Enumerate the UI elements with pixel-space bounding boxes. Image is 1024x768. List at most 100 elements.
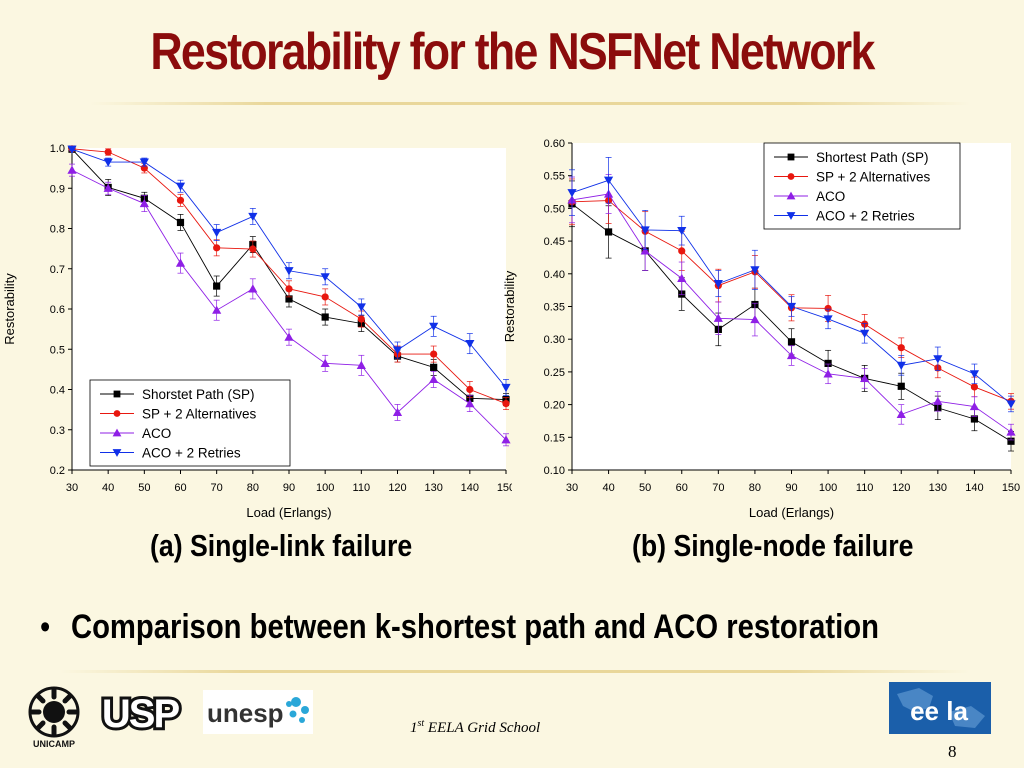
- data-point: [501, 383, 511, 393]
- data-point: [321, 313, 329, 321]
- chart-single-link: 30 40 50 60 70 80 90 100 110 120 130 140 150 0.2 0.3 0.…: [2, 143, 512, 520]
- legend-label: ACO + 2 Retries: [816, 209, 915, 224]
- bullet-dot-icon: •: [40, 608, 51, 646]
- series-2: [67, 163, 511, 447]
- data-point: [212, 305, 222, 314]
- legend-swatch-marker: [787, 153, 795, 161]
- y-tick-label: 0.55: [544, 171, 565, 183]
- x-tick-label: 100: [819, 482, 837, 494]
- data-point: [933, 355, 943, 364]
- data-point: [176, 218, 185, 227]
- data-point: [284, 267, 294, 276]
- y-tick-label: 0.20: [544, 400, 565, 412]
- data-point: [677, 273, 687, 282]
- data-point: [786, 350, 797, 360]
- data-point: [896, 409, 906, 419]
- data-point: [640, 226, 650, 235]
- x-tick-label: 120: [388, 482, 406, 494]
- data-point: [603, 176, 614, 185]
- x-tick-label: 40: [602, 482, 614, 494]
- x-tick-label: 120: [892, 482, 910, 494]
- unesp-logo-text: unesp: [207, 698, 284, 728]
- data-point: [285, 295, 293, 303]
- data-point: [824, 359, 832, 367]
- y-tick-label: 0.10: [544, 465, 565, 477]
- data-point: [465, 340, 475, 349]
- legend-label: Shortest Path (SP): [816, 150, 929, 165]
- data-point: [284, 332, 294, 341]
- legend-label: Shorstet Path (SP): [142, 387, 255, 402]
- bullet-text: Comparison between k-shortest path and A…: [70, 608, 879, 646]
- data-point: [139, 198, 149, 208]
- footer-text: 1st EELA Grid School: [410, 718, 540, 737]
- data-point: [713, 313, 723, 322]
- y-tick-label: 0.3: [50, 425, 65, 437]
- data-point: [970, 415, 979, 423]
- legend: Shorstet Path (SP) SP + 2 Alternatives ACO…: [89, 379, 291, 467]
- data-point: [176, 196, 185, 204]
- chart-a-plot: 30 40 50 60 70 80 90 100 110 120 130 140 150 0.2 0.3 0.…: [2, 143, 512, 520]
- y-tick-label: 0.50: [544, 203, 565, 215]
- data-point: [678, 247, 686, 255]
- data-point: [860, 373, 870, 383]
- data-point: [248, 212, 258, 222]
- data-point: [67, 145, 77, 154]
- data-point: [103, 183, 113, 192]
- chart-single-node: 30 40 50 60 70 80 90 100 110 120 130 140 150 0.10 0.15…: [502, 138, 1020, 520]
- x-axis-label: Load (Erlangs): [749, 505, 834, 520]
- slide-title: Restorability for the NSFNet Network: [150, 23, 875, 81]
- data-point: [285, 285, 293, 293]
- caption-single-link: (a) Single-link failure: [150, 528, 413, 563]
- data-point: [969, 370, 980, 379]
- unicamp-logo-text: UNICAMP: [33, 739, 75, 749]
- x-tick-label: 110: [353, 482, 371, 494]
- data-point: [567, 189, 577, 198]
- data-point: [823, 315, 833, 324]
- bullet-item: • Comparison between k-shortest path and …: [40, 608, 879, 647]
- x-tick-label: 80: [749, 482, 761, 494]
- y-tick-label: 0.9: [50, 183, 65, 195]
- x-tick-label: 60: [174, 482, 186, 494]
- data-point: [465, 398, 475, 408]
- y-tick-label: 0.35: [544, 302, 565, 314]
- data-point: [1006, 400, 1016, 409]
- data-point: [466, 385, 474, 394]
- legend-swatch-marker: [112, 428, 122, 437]
- y-tick-label: 0.8: [50, 224, 65, 236]
- chart-b-plot: 30 40 50 60 70 80 90 100 110 120 130 140 150 0.10 0.15…: [502, 138, 1020, 520]
- data-point: [823, 369, 833, 378]
- data-point: [969, 401, 980, 411]
- x-tick-label: 30: [66, 482, 78, 494]
- footer-pre: 1: [410, 720, 418, 736]
- y-tick-label: 0.30: [544, 334, 565, 346]
- legend-swatch-marker: [787, 173, 795, 180]
- y-tick-label: 0.60: [544, 138, 565, 150]
- data-point: [860, 329, 870, 338]
- eela-logo-text: ee la: [910, 696, 968, 726]
- footer-post: EELA Grid School: [424, 720, 541, 736]
- x-tick-label: 30: [566, 482, 578, 494]
- title-divider: [90, 102, 970, 105]
- data-point: [139, 158, 149, 167]
- x-tick-label: 90: [283, 482, 295, 494]
- usp-logo-text: USP: [102, 692, 180, 733]
- data-point: [501, 435, 511, 444]
- eela-logo-icon: ee la: [889, 682, 991, 734]
- data-point: [1007, 437, 1015, 445]
- x-tick-label: 100: [316, 482, 334, 494]
- x-tick-label: 150: [497, 482, 512, 494]
- x-tick-label: 70: [211, 482, 223, 494]
- y-tick-label: 0.5: [50, 344, 65, 356]
- data-point: [213, 282, 221, 290]
- data-point: [320, 358, 330, 367]
- legend: Shortest Path (SP) SP + 2 Alternatives ACO…: [763, 142, 961, 230]
- data-point: [429, 374, 439, 384]
- data-point: [970, 383, 979, 391]
- y-tick-label: 0.45: [544, 236, 565, 248]
- data-point: [430, 350, 438, 358]
- legend-swatch-marker: [786, 191, 796, 200]
- series-3: [567, 157, 1016, 413]
- data-point: [320, 273, 330, 282]
- x-tick-label: 50: [138, 482, 150, 494]
- page-number: 8: [948, 742, 957, 761]
